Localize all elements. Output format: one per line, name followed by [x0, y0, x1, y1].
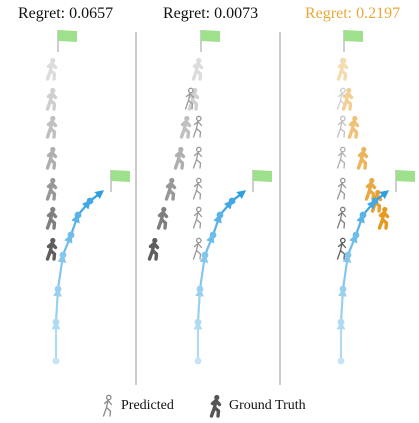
panel-2-trajectory-point: [194, 318, 202, 326]
panel-1-ground-truth-walker: [45, 177, 58, 201]
panel-3-ground-truth-walker: [364, 177, 377, 201]
panel-2-trajectory-point: [216, 211, 224, 219]
legend-predicted: Predicted: [99, 393, 174, 419]
panel-2-trajectory-point: [209, 231, 217, 239]
panel-2-trajectory-point: [201, 251, 209, 259]
panel-3-ground-truth-walker: [341, 87, 354, 111]
panel-3-predicted-walker: [336, 206, 347, 229]
legend-predicted-label: Predicted: [121, 398, 174, 413]
panel-2-predicted-walker: [184, 87, 195, 110]
panel-1-ground-truth-walker: [45, 115, 58, 139]
panel-3-trajectory-point: [352, 231, 360, 239]
panel-1-trajectory-point: [67, 231, 75, 239]
panel-2-ground-truth-walker: [147, 237, 160, 261]
panel-3-predicted-walker: [336, 115, 347, 138]
panel-1-trajectory-point: [52, 318, 60, 326]
panel-1-regret: Regret: 0.0657: [18, 5, 114, 22]
panel-1-ground-truth-walker: [45, 87, 58, 111]
panel-3-regret: Regret: 0.2197: [305, 5, 401, 22]
panel-2-goal-flag-right: [252, 170, 272, 192]
panel-3-trajectory-point: [371, 197, 379, 205]
panel-2-predicted-walker: [192, 115, 203, 138]
panel-1-trajectory-step: [53, 287, 62, 323]
panel-3-predicted-walker: [336, 237, 347, 260]
panel-2-trajectory-point: [194, 357, 202, 365]
panel-2-ground-truth-walker: [156, 206, 169, 230]
panel-2-ground-truth-walker: [164, 177, 177, 201]
panel-2-trajectory-step: [198, 253, 209, 290]
scene-canvas: [45, 30, 415, 385]
panel-3-trajectory-point: [337, 318, 345, 326]
panel-1-ground-truth-walker: [45, 146, 58, 170]
panel-2-trajectory-point: [196, 285, 204, 293]
panel-1-ground-truth-walker: [45, 206, 58, 230]
panel-2-ground-truth-walker: [191, 57, 204, 81]
panel-3-ground-truth-walker: [356, 146, 369, 170]
panel-2-trajectory-step: [195, 287, 204, 323]
panel-1-ground-truth-walker: [45, 57, 58, 81]
panel-1-trajectory-point: [86, 197, 94, 205]
panel-2-predicted-walker: [192, 206, 203, 229]
panel-2-goal-flag-upper: [200, 30, 220, 52]
panel-2-ground-truth-walker: [179, 115, 192, 139]
panel-2-ground-truth-walker: [173, 146, 186, 170]
panel-1-ground-truth-walker: [45, 237, 58, 261]
panel-3-trajectory-step: [338, 287, 347, 323]
panel-2-predicted-walker: [192, 146, 203, 169]
panel-3-ground-truth-walker: [377, 206, 390, 230]
panel-2-trajectory-point: [228, 197, 236, 205]
panel-3-trajectory-step: [341, 253, 352, 290]
panel-1-goal-flag-right: [110, 170, 130, 192]
panel-3-predicted-walker: [336, 146, 347, 169]
walker-filled-icon: [209, 394, 222, 418]
walker-outline-icon: [102, 394, 113, 417]
panel-2-predicted-walker: [192, 177, 203, 200]
panel-1-trajectory-point: [52, 357, 60, 365]
panel-3-predicted-walker: [336, 177, 347, 200]
panel-3-trajectory-point: [344, 251, 352, 259]
panel-3-trajectory-point: [359, 211, 367, 219]
legend-ground-truth-label: Ground Truth: [229, 398, 306, 413]
panel-1-trajectory-point: [59, 251, 67, 259]
panel-1-trajectory-point: [74, 211, 82, 219]
panel-1-trajectory-step: [56, 253, 67, 290]
panel-3-ground-truth-walker: [336, 57, 349, 81]
panel-1-goal-flag-upper: [57, 30, 77, 52]
panel-3-goal-flag-upper: [343, 30, 363, 52]
panel-3-trajectory-point: [337, 357, 345, 365]
panel-1-trajectory-point: [54, 285, 62, 293]
panel-3-ground-truth-walker: [347, 115, 360, 139]
panel-2-regret: Regret: 0.0073: [163, 5, 259, 22]
legend-ground-truth: Ground Truth: [207, 393, 306, 419]
panel-3-trajectory-point: [339, 285, 347, 293]
panel-2-predicted-walker: [192, 237, 203, 260]
panel-3-goal-flag-right: [395, 170, 415, 192]
